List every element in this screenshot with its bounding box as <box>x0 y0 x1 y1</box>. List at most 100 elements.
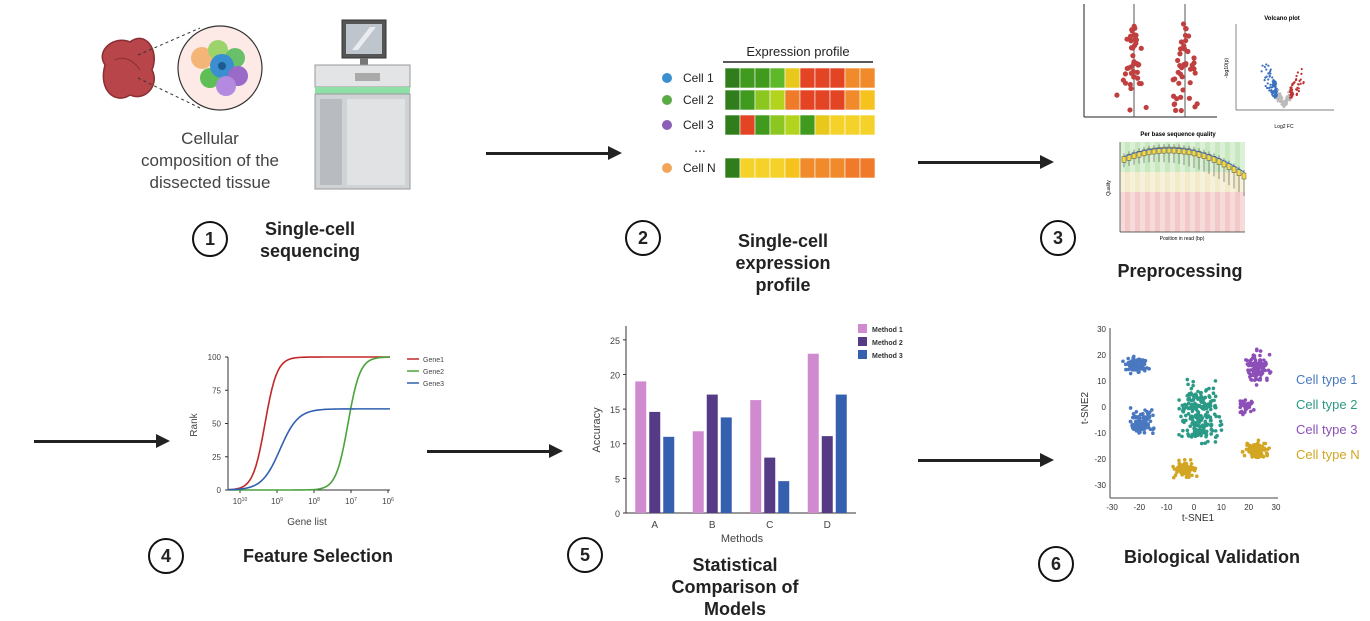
volcano-dot <box>1265 68 1268 71</box>
violin-dot <box>1120 77 1126 83</box>
tsne-dot <box>1134 419 1139 424</box>
violin-dot <box>1183 37 1189 44</box>
sequencer-machine-icon <box>314 19 411 190</box>
tsne-dot <box>1186 406 1191 411</box>
volcano-dot <box>1291 94 1294 98</box>
heatmap-cell <box>754 89 771 111</box>
tsne-dot <box>1199 433 1203 438</box>
tsne-dot <box>1193 430 1198 435</box>
tsne-dot <box>1151 431 1155 436</box>
tsne-dot <box>1186 397 1190 402</box>
tsne-dot <box>1177 432 1181 437</box>
violin-dot <box>1130 68 1136 75</box>
volcano-dot <box>1285 95 1288 98</box>
tsne-dot <box>1177 458 1181 463</box>
tsne-dot <box>1121 359 1125 364</box>
cluster-legend-label: Cell type 3 <box>1296 422 1357 437</box>
cell-label: Cell N <box>683 161 716 175</box>
quality-box <box>1136 150 1142 158</box>
volcano-dot <box>1274 95 1277 98</box>
x-tick-label: 30 <box>1272 503 1281 512</box>
y-tick-label: 25 <box>610 336 620 346</box>
tsne-dot <box>1184 467 1189 472</box>
heatmap-cell <box>814 67 831 89</box>
bar-a-series-2 <box>649 411 661 513</box>
heatmap-cell <box>754 67 771 89</box>
heatmap-cell <box>769 67 786 89</box>
tsne-dot <box>1218 423 1222 428</box>
violin-dot <box>1191 60 1197 66</box>
step-6-badge: 6 <box>1038 546 1074 582</box>
tsne-dot <box>1198 425 1202 429</box>
tsne-dot <box>1182 419 1186 424</box>
tsne-dot <box>1259 448 1264 453</box>
tsne-dot <box>1243 406 1248 411</box>
y-tick-label: 30 <box>1097 325 1106 334</box>
volcano-dot <box>1275 88 1278 92</box>
heatmap-cell <box>859 114 876 136</box>
volcano-dot <box>1263 65 1266 69</box>
bar-c-series-3 <box>778 481 790 513</box>
y-tick-label: 50 <box>212 420 221 429</box>
legend-label: Method 3 <box>872 353 903 360</box>
heatmap-cell <box>784 114 801 136</box>
volcano-dot <box>1277 94 1280 97</box>
volcano-ylabel: -log10(p) <box>1224 58 1230 78</box>
tsne-dot <box>1195 474 1199 478</box>
tsne-dot <box>1208 415 1213 420</box>
heatmap-cell <box>844 157 861 179</box>
quality-ylabel: Quality <box>1106 180 1112 196</box>
y-tick-label: 75 <box>212 386 221 395</box>
volcano-dot <box>1297 90 1300 93</box>
quality-box <box>1201 152 1207 159</box>
heatmap-cell <box>814 157 831 179</box>
volcano-dot <box>1280 96 1283 99</box>
quality-box <box>1206 154 1212 161</box>
tsne-dot <box>1188 458 1193 462</box>
tsne-dot <box>1256 455 1261 460</box>
violin-dot <box>1177 63 1183 69</box>
tsne-dot <box>1202 401 1207 406</box>
tsne-dot <box>1197 420 1202 424</box>
quality-box <box>1186 148 1192 156</box>
arrow-2-to-3 <box>918 155 1054 169</box>
tsne-dot <box>1247 371 1251 375</box>
tsne-dot <box>1206 439 1210 444</box>
heatmap-cell <box>829 157 846 179</box>
tsne-dot <box>1129 362 1134 367</box>
tsne-dot <box>1182 458 1187 462</box>
violin-dot <box>1170 77 1176 83</box>
legend-label: Gene1 <box>423 357 444 364</box>
violin-dot <box>1122 71 1129 77</box>
volcano-dot <box>1281 100 1284 103</box>
tsne-dot <box>1219 428 1224 432</box>
tsne-dot <box>1252 355 1256 360</box>
tsne-dot <box>1207 386 1211 391</box>
step-3-title: Preprocessing <box>1117 261 1243 281</box>
tsne-dot <box>1128 406 1133 410</box>
tsne-dot <box>1188 415 1193 419</box>
tsne-dot <box>1191 383 1195 388</box>
tsne-dot <box>1263 441 1268 446</box>
tsne-dot <box>1146 422 1151 426</box>
x-tick-label: B <box>709 520 716 531</box>
volcano-dot <box>1279 100 1282 103</box>
volcano-dot <box>1289 96 1292 99</box>
step-4-title: Feature Selection <box>242 546 394 566</box>
violin-dot <box>1181 43 1187 49</box>
x-tick-label: D <box>824 520 831 531</box>
volcano-dot <box>1276 91 1280 95</box>
tsne-dot <box>1177 406 1181 411</box>
x-tick-label: 10 <box>1217 503 1226 512</box>
feature-selection-chart: 0 25 50 75 100 1010 109 108 107 106 Gene1 Gene2 Gen… <box>189 353 444 528</box>
tsne-dot <box>1134 410 1139 414</box>
caption-line: composition of the <box>141 151 279 170</box>
volcano-dot <box>1265 63 1268 66</box>
tsne-dot <box>1195 416 1199 420</box>
violin-dot <box>1114 92 1120 98</box>
quality-xlabel: Position in read (bp) <box>1160 236 1205 242</box>
arrow-4-to-5 <box>427 444 563 458</box>
tsne-dot <box>1248 359 1253 363</box>
tsne-dot <box>1250 367 1255 372</box>
tsne-dot <box>1137 357 1141 361</box>
